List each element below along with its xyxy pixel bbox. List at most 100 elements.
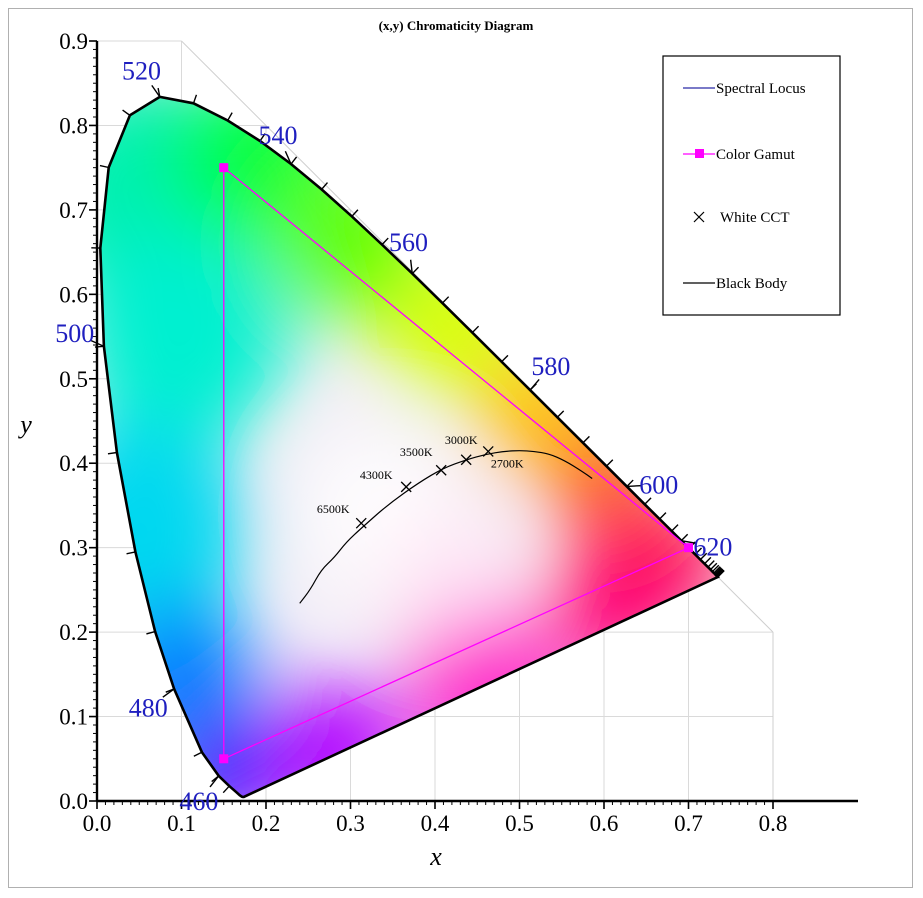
y-tick-label: 0.5: [59, 367, 88, 392]
cct-label: 6500K: [317, 502, 350, 516]
locus-tick: [671, 524, 679, 532]
locus-tick: [699, 552, 708, 561]
locus-tick: [715, 567, 723, 576]
fill-blob: [263, 680, 404, 797]
locus-tick: [126, 551, 136, 555]
cct-label: 2700K: [491, 456, 524, 470]
gamut-vertex: [219, 163, 229, 173]
y-tick-label: 0.6: [59, 282, 88, 307]
locus-tick: [222, 785, 230, 794]
locus-tick: [227, 112, 233, 121]
axes: [89, 40, 858, 809]
x-tick-label: 0.6: [590, 811, 619, 836]
x-tick-label: 0.5: [505, 811, 534, 836]
wavelength-label: 560: [389, 228, 428, 257]
locus-tick: [146, 630, 156, 635]
gamut-triangle: [223, 166, 690, 760]
locus-tick: [193, 751, 203, 757]
x-tick-label: 0.4: [421, 811, 450, 836]
wavelength-leader: [529, 378, 540, 391]
locus-tick: [381, 237, 389, 246]
y-tick-label: 0.7: [59, 198, 88, 223]
locus-tick: [411, 266, 420, 275]
legend-color-gamut-marker: [695, 149, 704, 158]
cct-label: 3500K: [400, 445, 433, 459]
locus-tick: [711, 564, 720, 573]
locus-tick: [605, 459, 614, 467]
fill-blob: [381, 503, 522, 643]
cct-marker: [400, 481, 412, 493]
x-tick-label: 0.8: [759, 811, 788, 836]
legend: Spectral Locus Color Gamut White CCT Bla…: [662, 55, 841, 316]
legend-white-cct-marker: [693, 211, 705, 223]
fill-blob: [100, 420, 250, 641]
color-gamut: [219, 163, 693, 764]
cct-marker: [355, 517, 367, 529]
wavelength-label: 580: [531, 352, 570, 381]
wavelength-label: 460: [179, 787, 218, 816]
locus-color-fill: [100, 96, 718, 797]
locus-tick: [694, 547, 703, 555]
locus-tick: [556, 410, 565, 418]
chromaticity-chart: (x,y) Chromaticity Diagram 0.0 0.1 0.2 0.3 0…: [17, 18, 858, 871]
locus-tick: [644, 497, 652, 505]
wavelength-leader: [162, 688, 175, 698]
cct-label: 3000K: [445, 433, 478, 447]
x-tick-label: 0.0: [83, 811, 112, 836]
y-tick-label: 0.3: [59, 536, 88, 561]
wavelength-leader: [209, 775, 220, 788]
chart-title: (x,y) Chromaticity Diagram: [379, 18, 534, 33]
wavelength-leader: [284, 150, 292, 165]
gamut-vertex: [219, 754, 229, 764]
locus-tick: [704, 556, 712, 565]
locus-tick: [680, 533, 689, 542]
locus-tick: [192, 94, 198, 104]
locus-tick: [714, 567, 722, 575]
legend-color-gamut-label: Color Gamut: [716, 147, 796, 163]
y-tick-label: 0.8: [59, 113, 88, 138]
locus-tick: [99, 164, 109, 169]
wavelength-labels: 460 480 500 520 540 560 580 600 620: [55, 57, 732, 816]
legend-black-body-label: Black Body: [716, 276, 788, 292]
y-axis-title: y: [17, 410, 32, 439]
chart-frame: (x,y) Chromaticity Diagram 0.0 0.1 0.2 0.3 0…: [8, 8, 913, 888]
locus-fill-blend: [100, 96, 718, 797]
y-tick-label: 0.4: [59, 451, 88, 476]
locus-tick: [290, 156, 298, 165]
x-tick-label: 0.7: [674, 811, 703, 836]
locus-tick: [107, 451, 117, 455]
locus-tick: [94, 345, 104, 348]
locus-tick: [501, 354, 509, 363]
wavelength-label: 480: [129, 694, 168, 723]
wavelength-label: 600: [639, 471, 678, 500]
locus-tick: [713, 566, 721, 574]
wavelength-label: 500: [55, 319, 94, 348]
locus-tick: [582, 435, 590, 444]
cct-label: 4300K: [360, 468, 393, 482]
locus-tick: [626, 479, 634, 487]
locus-tick: [122, 109, 131, 116]
wavelength-leader: [626, 484, 641, 488]
y-tick-label: 0.2: [59, 620, 88, 645]
wavelength-label: 520: [122, 57, 161, 86]
x-tick-label: 0.3: [336, 811, 365, 836]
y-tick-label: 0.0: [59, 789, 88, 814]
y-tick-label: 0.9: [59, 29, 88, 54]
x-tick-label: 0.2: [252, 811, 281, 836]
x-tick-label: 0.1: [167, 811, 196, 836]
locus-tick: [441, 296, 450, 304]
locus-tick: [259, 133, 266, 142]
locus-tick: [707, 560, 715, 568]
spectral-locus-ticks: [91, 87, 725, 794]
locus-tick: [471, 325, 480, 334]
wavelength-leader: [151, 85, 161, 98]
y-tick-label: 0.1: [59, 705, 88, 730]
x-axis-title: x: [429, 842, 442, 871]
gamut-vertex: [684, 543, 693, 553]
locus-tick: [321, 182, 329, 190]
legend-spectral-locus-label: Spectral Locus: [716, 81, 806, 97]
wavelength-label: 540: [259, 121, 298, 150]
locus-tick: [716, 569, 724, 577]
fill-blob: [100, 226, 292, 447]
wavelength-leader: [409, 259, 413, 274]
